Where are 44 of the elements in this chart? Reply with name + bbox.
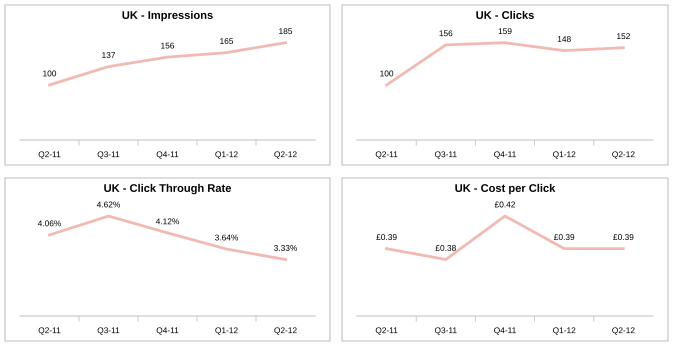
data-label: 4.12% — [156, 218, 180, 224]
data-label: 152 — [617, 33, 630, 40]
data-label: £0.38 — [436, 245, 456, 251]
chart-title: UK - Impressions — [122, 10, 213, 22]
x-tick-label: Q1-12 — [553, 151, 576, 159]
x-tick-label: Q2-12 — [274, 151, 297, 159]
chart-title: UK - Cost per Click — [455, 184, 556, 194]
data-label: £0.42 — [494, 202, 516, 208]
data-label: 4.62% — [96, 202, 120, 208]
chart-title: UK - Clicks — [476, 10, 534, 19]
x-tick-label: Q2-12 — [274, 327, 297, 335]
x-tick-label: Q4-11 — [494, 327, 516, 335]
x-tick-label: Q2-12 — [612, 151, 635, 159]
data-label: 100 — [380, 70, 394, 76]
data-label: £0.39 — [554, 234, 574, 240]
x-tick-label: Q2-12 — [612, 327, 635, 335]
x-tick-label: Q1-12 — [215, 327, 238, 335]
x-tick-label: Q2-11 — [376, 327, 398, 335]
x-tick-label: Q2-11 — [376, 151, 398, 159]
data-label: £0.39 — [376, 234, 397, 240]
data-label: 165 — [220, 38, 234, 44]
data-label: 3.64% — [215, 234, 238, 240]
x-tick-label: Q1-12 — [553, 327, 576, 335]
data-label: 156 — [161, 42, 174, 49]
chart-title: UK - Click Through Rate — [104, 184, 232, 194]
x-tick-label: Q3-11 — [434, 327, 457, 335]
x-tick-label: Q3-11 — [98, 327, 120, 335]
data-label: 156 — [439, 30, 452, 36]
x-tick-label: Q2-11 — [38, 327, 60, 335]
x-tick-label: Q4-11 — [156, 327, 178, 335]
x-tick-label: Q4-11 — [494, 151, 516, 159]
data-label: 3.33% — [274, 245, 298, 251]
data-label: 185 — [279, 28, 292, 34]
x-tick-label: Q1-12 — [215, 151, 238, 159]
data-label: £0.39 — [613, 234, 634, 240]
x-tick-label: Q4-11 — [156, 151, 178, 159]
x-tick-label: Q3-11 — [434, 151, 457, 159]
data-label: 100 — [43, 70, 56, 76]
data-label: 159 — [498, 28, 512, 34]
data-label: 4.06% — [38, 220, 62, 226]
x-tick-label: Q3-11 — [98, 151, 120, 159]
data-label: 137 — [102, 52, 116, 58]
x-tick-label: Q2-11 — [38, 151, 60, 159]
data-label: 148 — [558, 36, 571, 42]
